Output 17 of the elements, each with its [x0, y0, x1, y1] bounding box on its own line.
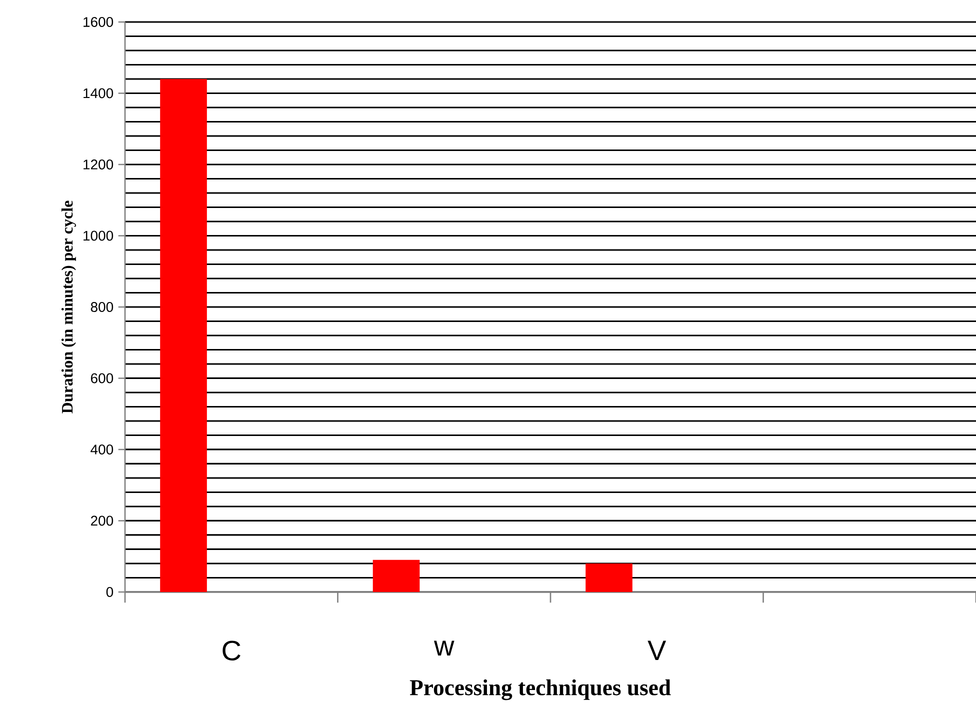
y-tick-label: 200 — [90, 516, 114, 526]
y-tick-label: 400 — [90, 444, 114, 454]
y-tick-label: 800 — [90, 302, 114, 312]
y-axis-title: Duration (in minutes) per cycle — [61, 200, 76, 414]
x-tick-label: w — [434, 640, 454, 656]
y-tick-label: 1400 — [84, 88, 114, 98]
x-tick-label: C — [222, 640, 240, 661]
x-tick-label: V — [648, 640, 666, 660]
bar — [586, 563, 632, 592]
y-tick-label: 1000 — [84, 230, 114, 241]
bar — [160, 78, 207, 592]
y-tick-label: 600 — [90, 373, 114, 384]
y-tick-label: 0 — [106, 587, 114, 597]
bar — [372, 560, 420, 592]
y-tick-label: 1200 — [84, 160, 114, 170]
y-tick-label: 1600 — [84, 17, 114, 27]
x-axis-title: Processing techniques used — [410, 679, 671, 700]
